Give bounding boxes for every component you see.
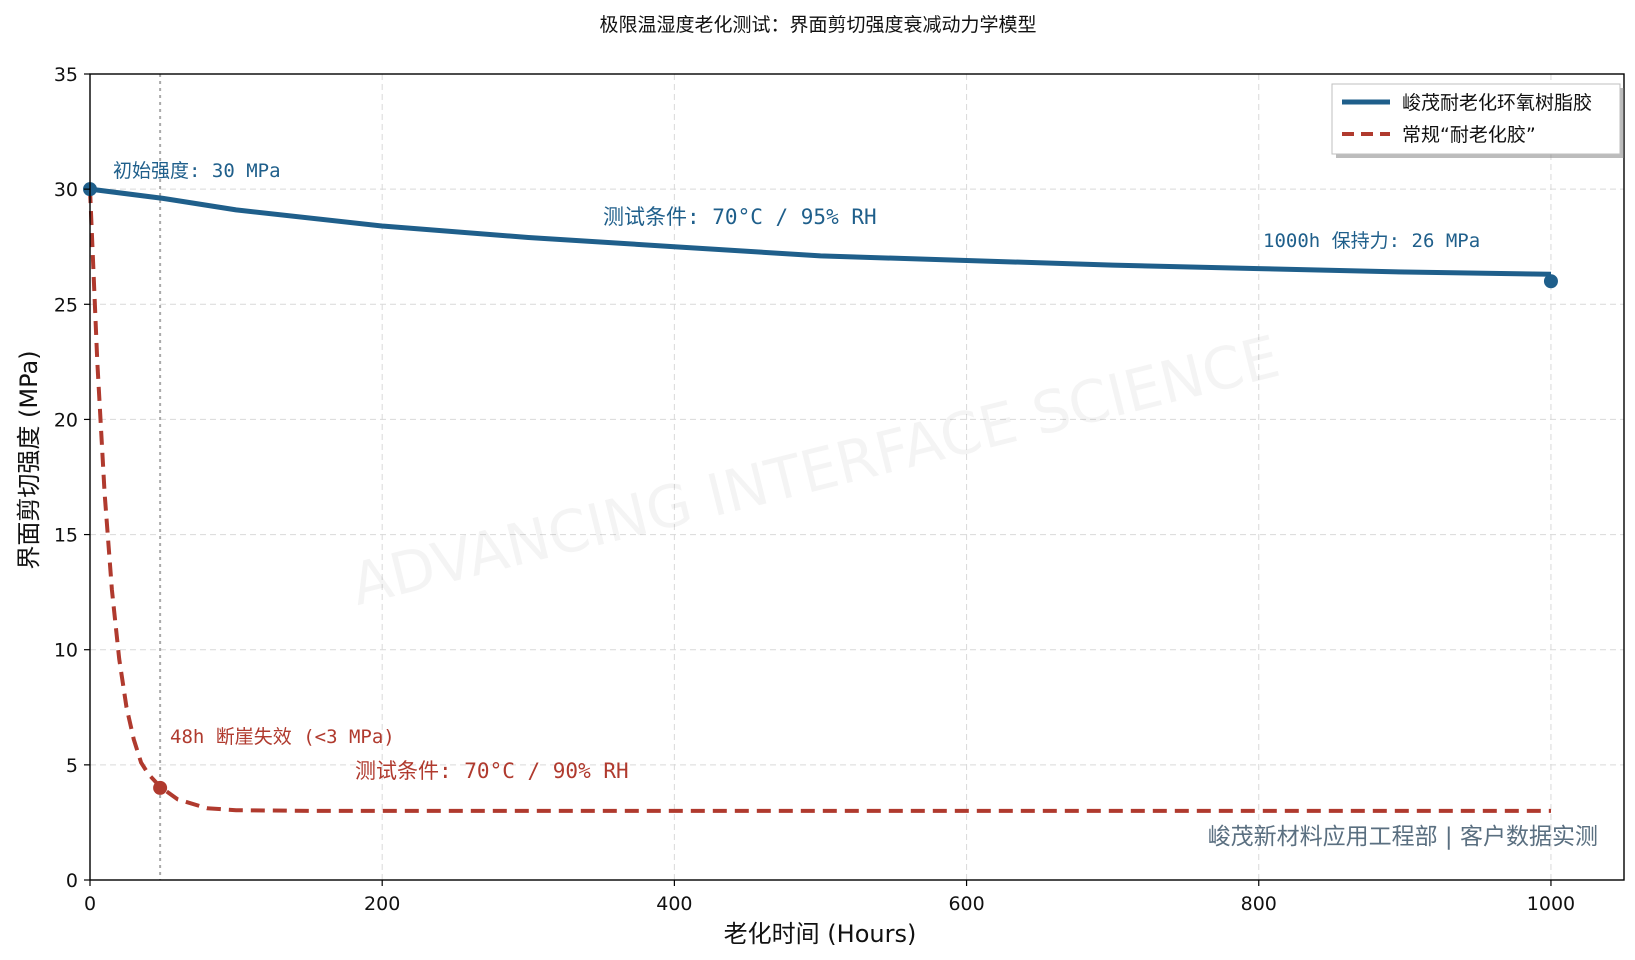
data-point-marker: [1543, 274, 1558, 289]
legend-box: [1331, 83, 1621, 155]
y-tick-label: 35: [54, 64, 78, 86]
watermark-text: ADVANCING INTERFACE SCIENCE: [344, 322, 1286, 619]
data-point-marker: [153, 780, 168, 795]
y-tick-label: 15: [54, 525, 78, 547]
y-axis-label: 界面剪切强度 (MPa): [15, 350, 43, 569]
plot-frame: [89, 73, 1625, 881]
x-tick-label: 200: [364, 893, 400, 915]
annotation-48h-failure: 48h 断崖失效 (<3 MPa): [170, 726, 395, 748]
x-axis-label: 老化时间 (Hours): [724, 920, 917, 948]
annotation-1000h-retention: 1000h 保持力: 26 MPa: [1263, 230, 1480, 252]
credit-text: 峻茂新材料应用工程部 | 客户数据实测: [1208, 824, 1598, 850]
legend: 峻茂耐老化环氧树脂胶 常规“耐老化胶”: [1331, 83, 1624, 158]
y-tick-label: 10: [54, 640, 78, 662]
annotation-initial-strength: 初始强度: 30 MPa: [113, 160, 281, 182]
series-layer: [83, 74, 1558, 880]
y-tick-label: 25: [54, 294, 78, 316]
x-tick-label: 600: [948, 893, 984, 915]
x-tick-label: 1000: [1527, 893, 1575, 915]
annotation-test-condition-blue: 测试条件: 70°C / 95% RH: [603, 205, 877, 229]
y-tick-label: 5: [66, 755, 78, 777]
axis-ticks: 0 200 400 600 800 1000 0 5 10 15 20 25 30 35: [54, 64, 1575, 915]
annotation-test-condition-red: 测试条件: 70°C / 90% RH: [355, 759, 629, 783]
legend-label-series-0: 峻茂耐老化环氧树脂胶: [1402, 92, 1592, 114]
x-tick-label: 0: [84, 893, 96, 915]
y-tick-label: 20: [54, 409, 78, 431]
legend-label-series-1: 常规“耐老化胶”: [1402, 124, 1536, 146]
y-tick-label: 0: [66, 870, 78, 892]
chart-title: 极限温湿度老化测试：界面剪切强度衰减动力学模型: [599, 14, 1036, 36]
y-tick-label: 30: [54, 179, 78, 201]
x-tick-label: 400: [656, 893, 692, 915]
series-line-0: [89, 186, 1552, 277]
x-tick-label: 800: [1241, 893, 1277, 915]
grid-lines: [90, 74, 1624, 880]
